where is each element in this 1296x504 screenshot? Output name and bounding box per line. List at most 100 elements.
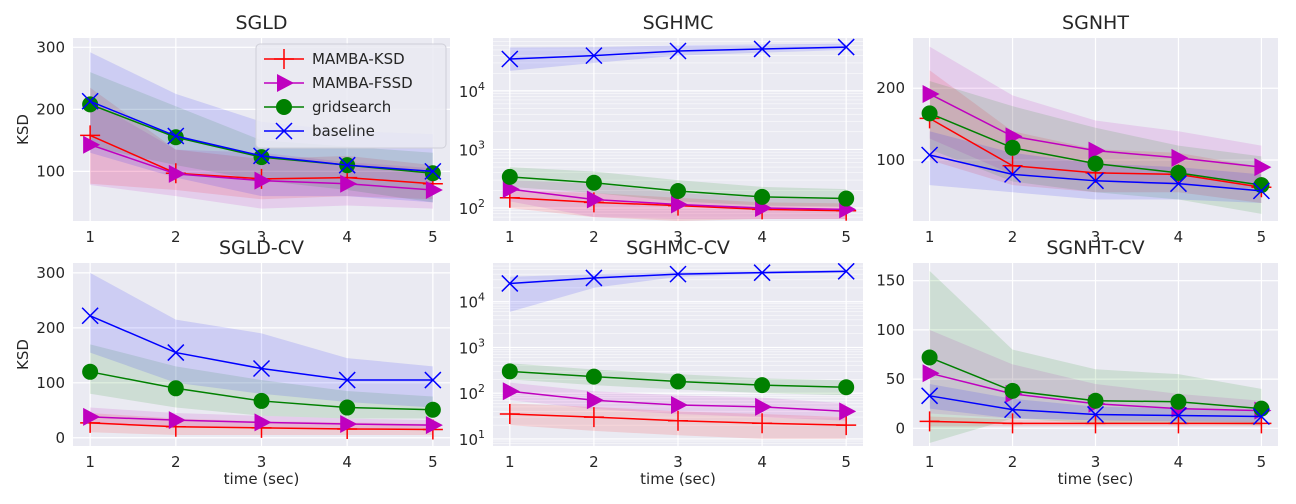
y-tick-label: 0 — [55, 429, 65, 447]
y-tick-label: 103 — [459, 336, 485, 357]
panel-sgld: 1 2 3 4 5 100 200 300 SGLD KSD MAMBA-KSD MAMBA-FSSD… — [14, 12, 450, 246]
point-baseline — [669, 265, 687, 283]
point-baseline — [1252, 407, 1270, 426]
x-tick-label: 4 — [1174, 228, 1184, 246]
point-gridsearch — [82, 96, 99, 113]
point-baseline — [837, 38, 855, 56]
point-mamba-fssd — [922, 364, 940, 383]
point-mamba-fssd — [340, 415, 358, 434]
point-baseline — [753, 264, 771, 282]
point-baseline — [1086, 405, 1105, 424]
point-mamba-fssd — [1254, 158, 1272, 177]
panel-title: SGLD-CV — [219, 237, 304, 259]
legend-item-mamba-fssd: MAMBA-FSSD — [264, 74, 413, 92]
x-tick-label: 2 — [171, 453, 181, 471]
point-mamba-fssd — [671, 195, 688, 214]
panel-title: SGNHT-CV — [1046, 237, 1144, 259]
point-gridsearch — [253, 149, 270, 166]
x-tick-label: 3 — [1091, 228, 1101, 246]
point-mamba-fssd — [755, 397, 773, 416]
point-mamba-fssd — [502, 180, 520, 199]
point-gridsearch — [501, 363, 518, 380]
panel-title: SGHMC — [643, 12, 714, 34]
x-tick-label: 1 — [85, 228, 95, 246]
panel-title: SGHMC-CV — [626, 237, 730, 259]
point-gridsearch — [339, 399, 356, 416]
point-mamba-fssd — [425, 416, 443, 435]
x-tick-label: 4 — [757, 228, 767, 246]
point-baseline — [167, 127, 185, 145]
legend-item-baseline: baseline — [264, 122, 375, 140]
point-baseline — [837, 263, 855, 280]
point-baseline — [585, 47, 603, 65]
x-tick-label: 3 — [257, 228, 267, 246]
point-baseline — [1169, 406, 1187, 425]
band-baseline — [90, 272, 433, 408]
panel-title: SGNHT — [1062, 12, 1129, 34]
y-tick-label: 300 — [36, 264, 65, 282]
legend-marker — [275, 122, 293, 140]
point-mamba-ksd — [583, 407, 604, 428]
point-baseline — [1252, 182, 1270, 200]
y-tick-label: 300 — [36, 38, 65, 56]
point-mamba-ksd — [1002, 413, 1023, 434]
series-layer — [919, 46, 1272, 214]
point-mamba-ksd — [919, 411, 940, 432]
x-tick-label: 5 — [1257, 453, 1267, 471]
legend-label: gridsearch — [312, 98, 391, 116]
point-mamba-fssd — [168, 164, 186, 183]
x-axis-label: time (sec) — [224, 470, 300, 488]
point-baseline — [585, 269, 603, 287]
point-gridsearch — [1170, 164, 1187, 181]
point-gridsearch — [921, 349, 938, 366]
point-mamba-ksd — [668, 410, 688, 431]
point-mamba-fssd — [839, 402, 857, 421]
point-mamba-fssd — [586, 190, 604, 209]
y-tick-label: 150 — [876, 272, 905, 290]
x-tick-label: 5 — [841, 228, 851, 246]
panel-sghmc-cv: 1 2 3 4 5 101 102 103 104 SGHMC-CV time (sec) — [459, 237, 863, 488]
point-gridsearch — [838, 379, 855, 396]
y-tick-label: 104 — [459, 291, 485, 312]
point-baseline — [1169, 175, 1187, 193]
point-gridsearch — [921, 105, 938, 122]
point-baseline — [252, 147, 271, 165]
point-gridsearch — [754, 188, 771, 205]
point-gridsearch — [167, 380, 184, 397]
point-baseline — [501, 50, 519, 68]
panel-sgnht: 1 2 3 4 5 100 200 SGNHT — [876, 12, 1278, 246]
y-tick-label: 103 — [459, 138, 485, 159]
point-gridsearch — [1253, 400, 1270, 417]
point-gridsearch — [1170, 393, 1187, 410]
y-tick-label: 101 — [459, 428, 485, 449]
point-baseline — [424, 162, 442, 180]
point-gridsearch — [1004, 382, 1021, 399]
point-mamba-fssd — [254, 413, 272, 432]
x-tick-label: 4 — [1174, 453, 1184, 471]
x-tick-label: 1 — [505, 228, 515, 246]
y-axis-label: KSD — [14, 114, 32, 145]
x-tick-label: 5 — [841, 453, 851, 471]
x-tick-label: 5 — [428, 453, 438, 471]
point-gridsearch — [501, 168, 518, 185]
point-baseline — [81, 92, 99, 110]
point-mamba-ksd — [499, 404, 520, 425]
point-mamba-fssd — [425, 180, 443, 199]
x-tick-label: 4 — [757, 453, 767, 471]
legend-label: MAMBA-FSSD — [312, 74, 413, 92]
point-mamba-fssd — [83, 407, 101, 426]
legend-item-mamba-ksd: MAMBA-KSD — [264, 49, 405, 69]
y-tick-label: 102 — [459, 197, 485, 218]
y-tick-label: 100 — [876, 321, 905, 339]
band-baseline — [509, 269, 847, 312]
y-tick-label: 200 — [36, 100, 65, 118]
point-gridsearch — [585, 368, 602, 385]
point-gridsearch — [585, 174, 602, 191]
point-baseline — [1004, 165, 1022, 183]
point-baseline — [921, 146, 939, 164]
x-tick-label: 1 — [925, 228, 935, 246]
x-tick-label: 1 — [925, 453, 935, 471]
series-layer — [919, 270, 1272, 444]
